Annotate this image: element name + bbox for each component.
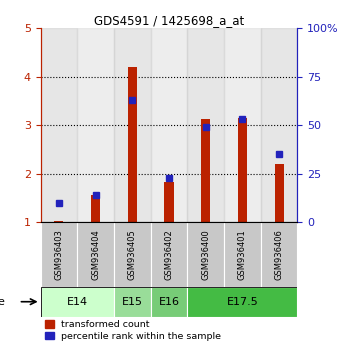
Bar bbox=[114, 28, 151, 222]
Bar bbox=[41, 222, 77, 287]
Text: E15: E15 bbox=[122, 297, 143, 307]
Bar bbox=[201, 119, 210, 222]
Text: GSM936403: GSM936403 bbox=[54, 229, 64, 280]
Text: E14: E14 bbox=[67, 297, 88, 307]
Text: GSM936401: GSM936401 bbox=[238, 229, 247, 280]
Bar bbox=[77, 222, 114, 287]
Bar bbox=[261, 28, 297, 222]
Bar bbox=[128, 67, 137, 222]
Title: GDS4591 / 1425698_a_at: GDS4591 / 1425698_a_at bbox=[94, 14, 244, 27]
Bar bbox=[187, 222, 224, 287]
Text: E17.5: E17.5 bbox=[226, 297, 258, 307]
Bar bbox=[91, 195, 100, 222]
Bar bbox=[151, 222, 187, 287]
Text: GSM936405: GSM936405 bbox=[128, 229, 137, 280]
Bar bbox=[164, 182, 174, 222]
Bar bbox=[151, 28, 187, 222]
Bar bbox=[274, 164, 284, 222]
Bar bbox=[187, 28, 224, 222]
Legend: transformed count, percentile rank within the sample: transformed count, percentile rank withi… bbox=[45, 320, 221, 341]
Bar bbox=[224, 222, 261, 287]
Bar bbox=[187, 287, 297, 317]
Text: E16: E16 bbox=[159, 297, 179, 307]
Bar bbox=[41, 28, 77, 222]
Bar bbox=[224, 28, 261, 222]
Bar bbox=[41, 287, 114, 317]
Bar bbox=[54, 221, 64, 222]
Bar bbox=[114, 287, 151, 317]
Bar bbox=[261, 222, 297, 287]
Text: GSM936402: GSM936402 bbox=[165, 229, 173, 280]
Bar bbox=[151, 287, 187, 317]
Text: age: age bbox=[0, 297, 6, 307]
Text: GSM936400: GSM936400 bbox=[201, 229, 210, 280]
Bar bbox=[114, 222, 151, 287]
Text: GSM936406: GSM936406 bbox=[274, 229, 284, 280]
Bar bbox=[238, 118, 247, 222]
Text: GSM936404: GSM936404 bbox=[91, 229, 100, 280]
Bar bbox=[77, 28, 114, 222]
